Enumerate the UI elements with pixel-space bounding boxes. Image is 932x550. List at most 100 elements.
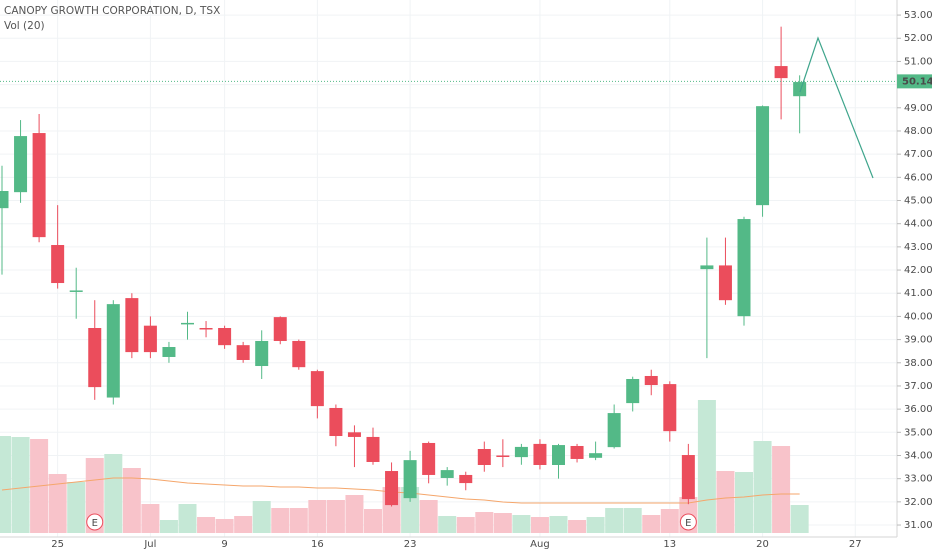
earnings-marker [679, 513, 697, 531]
y-tick-label: 42.00 [904, 265, 932, 276]
x-tick-label: 27 [849, 539, 862, 550]
volume-bar [586, 517, 605, 533]
candle-body [218, 328, 232, 346]
candle-body [14, 136, 28, 193]
volume-bar [271, 508, 290, 533]
candle-body [162, 347, 176, 357]
volume-bar [790, 505, 809, 533]
y-tick-label: 38.00 [904, 358, 932, 369]
volume-bar [716, 471, 735, 533]
y-tick-label: 36.00 [904, 404, 932, 415]
x-tick-label: Aug [530, 539, 550, 550]
x-tick-label: 25 [51, 539, 64, 550]
volume-bar [289, 508, 308, 533]
volume-bar [122, 468, 141, 533]
candle-body [366, 436, 380, 462]
volume-bar [512, 515, 531, 533]
y-tick-label: 39.00 [904, 335, 932, 346]
volume-bar [234, 516, 253, 533]
y-tick-label: 31.00 [904, 520, 932, 531]
candle-body [700, 265, 714, 270]
earnings-label: E [685, 518, 691, 529]
last-price-label: 50.14 [902, 76, 932, 87]
y-tick-label: 51.00 [904, 56, 932, 67]
candle-body [329, 407, 343, 437]
candle-body [106, 304, 120, 398]
candle-body [347, 432, 361, 437]
candle-body [422, 442, 436, 475]
candle-body [292, 340, 306, 368]
candle-body [514, 446, 528, 458]
last-price-box [897, 74, 932, 89]
y-tick-label: 43.00 [904, 242, 932, 253]
candle-body [440, 470, 454, 478]
y-tick-label: 49.00 [904, 103, 932, 114]
candle-body [718, 265, 732, 301]
volume-bar [642, 515, 661, 533]
volume-bar [493, 513, 512, 533]
volume-bar [753, 441, 772, 533]
candle-body [181, 322, 194, 325]
candle-body [793, 82, 807, 97]
volume-bar [772, 446, 791, 533]
candle-body [273, 317, 287, 341]
y-tick-label: 46.00 [904, 172, 932, 183]
volume-bar [159, 520, 178, 533]
candle-body [607, 413, 621, 448]
indicator-label: Vol (20) [4, 20, 45, 32]
candle-body [255, 340, 269, 367]
y-tick-label: 47.00 [904, 149, 932, 160]
volume-bar [345, 495, 364, 533]
candle-body [32, 133, 46, 238]
volume-bar [197, 517, 216, 533]
x-tick-label: 16 [311, 539, 324, 550]
volume-bar [48, 474, 67, 533]
volume-bar [456, 517, 475, 533]
y-tick-label: 48.00 [904, 126, 932, 137]
volume-bar [67, 482, 86, 533]
volume-bar [549, 516, 568, 533]
candle-body [756, 106, 770, 206]
x-tick-label: Jul [143, 539, 156, 550]
candle-body [0, 191, 9, 209]
volume-bar [215, 519, 234, 533]
volume-bar [735, 472, 753, 533]
candle-body [236, 345, 250, 360]
candle-body [774, 66, 788, 79]
y-tick-label: 52.00 [904, 33, 932, 44]
candle-body [403, 460, 417, 499]
candle-body [310, 371, 324, 407]
x-tick-label: 9 [221, 539, 227, 550]
candle-body [88, 328, 102, 388]
candle-body [589, 453, 603, 458]
candle-body [69, 290, 83, 292]
candle-body [143, 325, 157, 353]
volume-bar [141, 504, 160, 533]
y-tick-label: 32.00 [904, 497, 932, 508]
candle-body [533, 443, 547, 465]
candle-body [477, 449, 491, 465]
x-tick-label: 20 [756, 539, 769, 550]
y-tick-label: 41.00 [904, 288, 932, 299]
y-tick-label: 40.00 [904, 311, 932, 322]
candle-body [737, 219, 751, 317]
candle-body [459, 474, 473, 484]
volume-bar [530, 517, 549, 533]
y-tick-label: 53.00 [904, 10, 932, 21]
candle-body [644, 375, 658, 386]
volume-bar [605, 508, 624, 533]
volume-bar [252, 501, 271, 533]
candle-body [496, 455, 510, 457]
volume-bar [401, 487, 420, 533]
candle-body [663, 384, 677, 432]
volume-bar [697, 400, 716, 533]
candle-body [552, 445, 565, 465]
candle-body [385, 471, 399, 506]
y-tick-label: 33.00 [904, 474, 932, 485]
candle-body [199, 328, 213, 330]
y-tick-label: 45.00 [904, 196, 932, 207]
candle-body [51, 245, 65, 284]
volume-bar [568, 520, 587, 533]
